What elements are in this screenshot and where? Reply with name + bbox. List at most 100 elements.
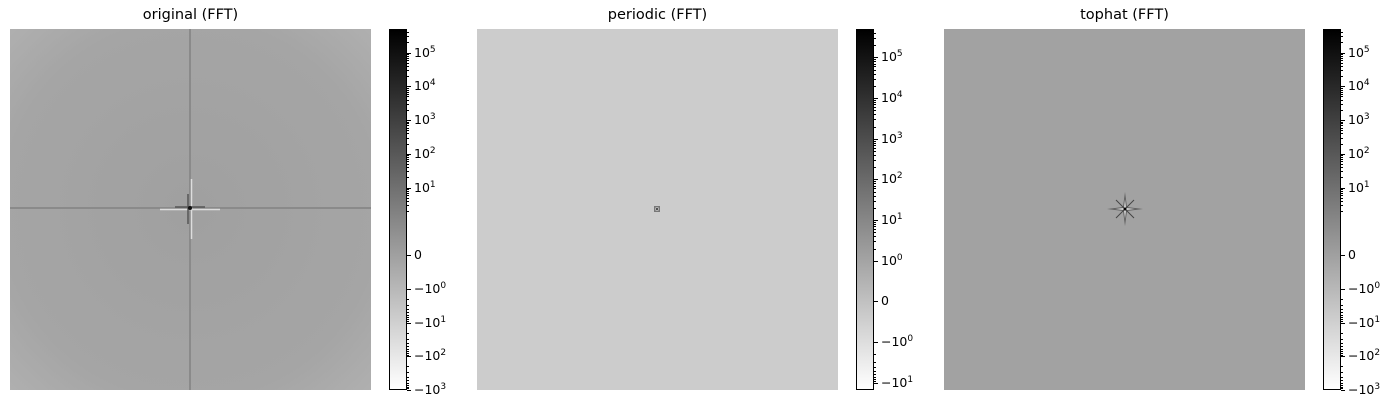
colorbar-tick-mark bbox=[407, 86, 411, 88]
colorbar-tick-mark bbox=[874, 179, 878, 181]
tick-label-base: 0 bbox=[1348, 247, 1356, 263]
tick-label-base: −10 bbox=[1348, 314, 1375, 330]
tick-label-exponent: 0 bbox=[896, 252, 903, 263]
colorbar-tick-label: 100 bbox=[881, 253, 903, 269]
tick-label-exponent: 5 bbox=[1363, 44, 1370, 55]
colorbar-tick-label: 103 bbox=[1348, 112, 1370, 128]
tick-label-exponent: 0 bbox=[440, 280, 447, 291]
colorbar-tick-label: 101 bbox=[1348, 180, 1370, 196]
fft-image-tophat bbox=[944, 29, 1305, 390]
tick-label-base: −10 bbox=[414, 382, 441, 397]
colorbar-tick-mark bbox=[407, 288, 411, 290]
tick-label-base: 10 bbox=[1348, 44, 1364, 60]
colorbar-tick-label: 102 bbox=[881, 171, 903, 187]
tick-label-exponent: 2 bbox=[440, 348, 447, 359]
colorbar-tick-mark bbox=[874, 138, 878, 140]
fft-image-periodic bbox=[477, 29, 838, 390]
tick-label-exponent: 0 bbox=[907, 334, 914, 345]
colorbar-tick-mark bbox=[1341, 322, 1345, 324]
colorbar-tick-label: 105 bbox=[1348, 45, 1370, 61]
colorbar-ticks-tophat: 105 104 103 102 101 0 −100 −101 −102 −103 bbox=[1341, 29, 1397, 397]
tick-label-base: 10 bbox=[881, 212, 897, 228]
colorbar-tick-label: 102 bbox=[414, 146, 436, 162]
tick-label-exponent: 2 bbox=[1363, 145, 1370, 156]
tick-label-exponent: 4 bbox=[429, 78, 436, 89]
tick-label-base: −10 bbox=[414, 314, 441, 330]
colorbar-tick-label: 101 bbox=[881, 212, 903, 228]
colorbar-tick-label: 104 bbox=[414, 78, 436, 94]
colorbar-tick-mark bbox=[1341, 390, 1345, 391]
tick-label-exponent: 5 bbox=[896, 49, 903, 60]
tick-label-base: 10 bbox=[881, 130, 897, 146]
tick-label-base: 10 bbox=[1348, 145, 1364, 161]
colorbar-tick-mark bbox=[1341, 153, 1345, 155]
tick-label-exponent: 3 bbox=[440, 382, 447, 392]
colorbar-tick-mark bbox=[1341, 120, 1345, 122]
colorbar-ticks-original: 105 104 103 102 101 0 −100 −101 −102 −103 bbox=[407, 29, 467, 397]
panel-title-periodic: periodic (FFT) bbox=[607, 7, 708, 23]
tick-label-exponent: 1 bbox=[907, 374, 914, 385]
colorbar-tick-mark bbox=[874, 57, 878, 59]
colorbar-tick-mark bbox=[407, 52, 411, 54]
tick-label-exponent: 1 bbox=[1363, 179, 1370, 190]
colorbar-tick-label: −103 bbox=[1348, 382, 1380, 398]
colorbar-tick-mark bbox=[874, 260, 878, 262]
tick-label-base: 10 bbox=[414, 44, 430, 60]
fft-image-original bbox=[10, 29, 371, 390]
colorbar-tick-label: −100 bbox=[1348, 281, 1380, 297]
colorbar-tick-label: −100 bbox=[881, 334, 913, 350]
colorbar-tick-label: 102 bbox=[1348, 146, 1370, 162]
colorbar-tick-mark bbox=[874, 301, 878, 303]
colorbar-tick-label: −101 bbox=[1348, 315, 1380, 331]
colorbar-tick-label: 0 bbox=[1348, 247, 1356, 263]
colorbar-tick-label: 103 bbox=[881, 131, 903, 147]
colorbar-tick-mark bbox=[407, 390, 411, 391]
tick-label-base: −10 bbox=[414, 348, 441, 364]
colorbar-tick-mark bbox=[874, 342, 878, 344]
tick-label-base: 10 bbox=[414, 179, 430, 195]
tick-label-exponent: 1 bbox=[896, 212, 903, 223]
tick-label-exponent: 4 bbox=[896, 90, 903, 101]
tick-label-exponent: 3 bbox=[1363, 112, 1370, 123]
colorbar-tick-label: −102 bbox=[1348, 348, 1380, 364]
tick-label-exponent: 5 bbox=[429, 44, 436, 55]
tick-label-base: 10 bbox=[881, 90, 897, 106]
colorbar-tick-mark bbox=[1341, 52, 1345, 54]
colorbar-tick-mark bbox=[1341, 86, 1345, 88]
colorbar-tick-mark bbox=[407, 356, 411, 358]
colorbar-tick-mark bbox=[407, 255, 411, 257]
colorbar-tick-label: 0 bbox=[881, 293, 889, 309]
tick-label-base: −10 bbox=[1348, 382, 1375, 397]
tick-label-exponent: 0 bbox=[1374, 280, 1381, 291]
colorbar-tick-mark bbox=[1341, 187, 1345, 189]
colorbar-tick-label: −101 bbox=[414, 315, 446, 331]
colorbar-tick-mark bbox=[874, 220, 878, 222]
colorbar-tick-mark bbox=[407, 153, 411, 155]
colorbar-tick-mark bbox=[407, 322, 411, 324]
tick-label-base: 10 bbox=[1348, 78, 1364, 94]
colorbar-tick-mark bbox=[874, 382, 878, 384]
tick-label-exponent: 4 bbox=[1363, 78, 1370, 89]
tick-label-base: −10 bbox=[1348, 280, 1375, 296]
tick-label-base: 0 bbox=[414, 247, 422, 263]
tick-label-base: −10 bbox=[1348, 348, 1375, 364]
colorbar-tick-label: 105 bbox=[881, 49, 903, 65]
colorbar-tick-mark bbox=[407, 120, 411, 122]
colorbar-tick-mark bbox=[1341, 255, 1345, 257]
tick-label-base: 10 bbox=[881, 171, 897, 187]
colorbar-tick-mark bbox=[874, 98, 878, 100]
colorbar-tick-label: 104 bbox=[881, 90, 903, 106]
panel-title-tophat: tophat (FFT) bbox=[1080, 7, 1169, 23]
colorbar-tophat bbox=[1323, 29, 1341, 390]
tick-label-base: 10 bbox=[881, 49, 897, 65]
tick-label-base: 10 bbox=[1348, 179, 1364, 195]
tick-label-exponent: 2 bbox=[429, 145, 436, 156]
colorbar-tick-mark bbox=[407, 187, 411, 189]
colorbar-tick-label: −103 bbox=[414, 382, 446, 398]
tick-label-exponent: 1 bbox=[440, 314, 447, 325]
tick-label-exponent: 3 bbox=[1374, 382, 1381, 392]
colorbar-tick-label: 104 bbox=[1348, 78, 1370, 94]
tick-label-base: 10 bbox=[881, 252, 897, 268]
tick-label-base: 10 bbox=[414, 78, 430, 94]
colorbar-tick-label: 0 bbox=[414, 247, 422, 263]
